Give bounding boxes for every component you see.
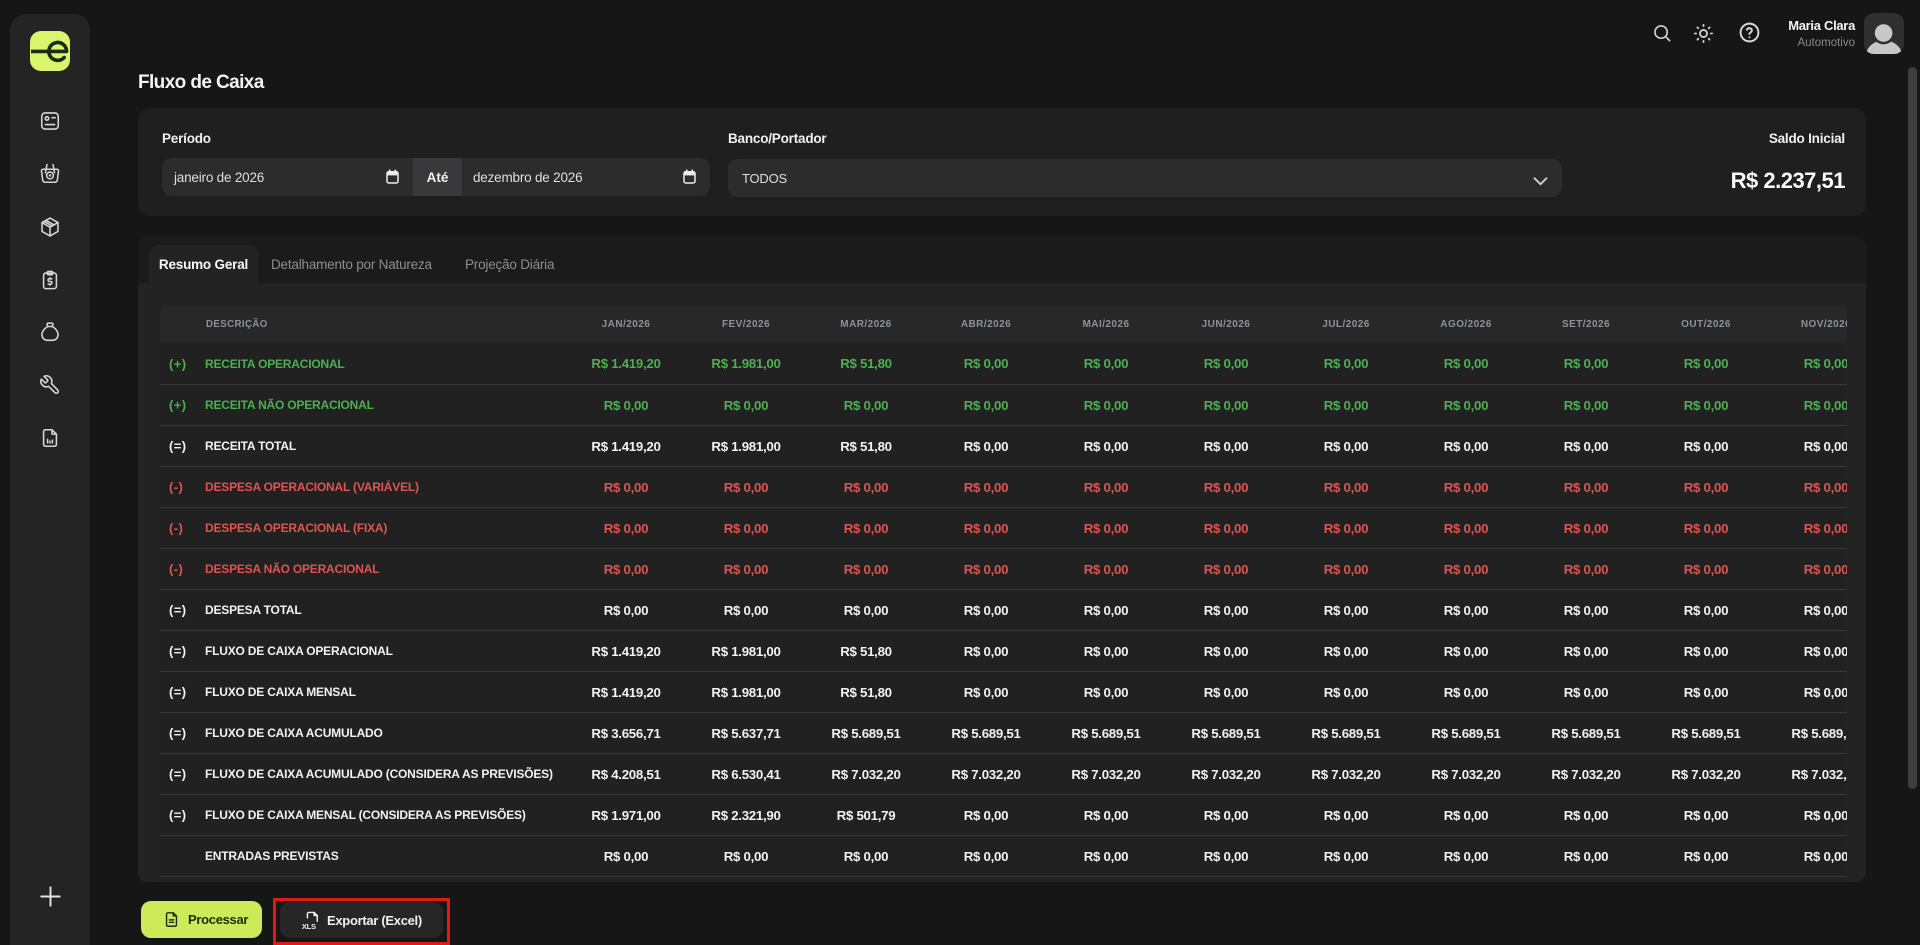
svg-text:XLS: XLS <box>302 922 316 931</box>
